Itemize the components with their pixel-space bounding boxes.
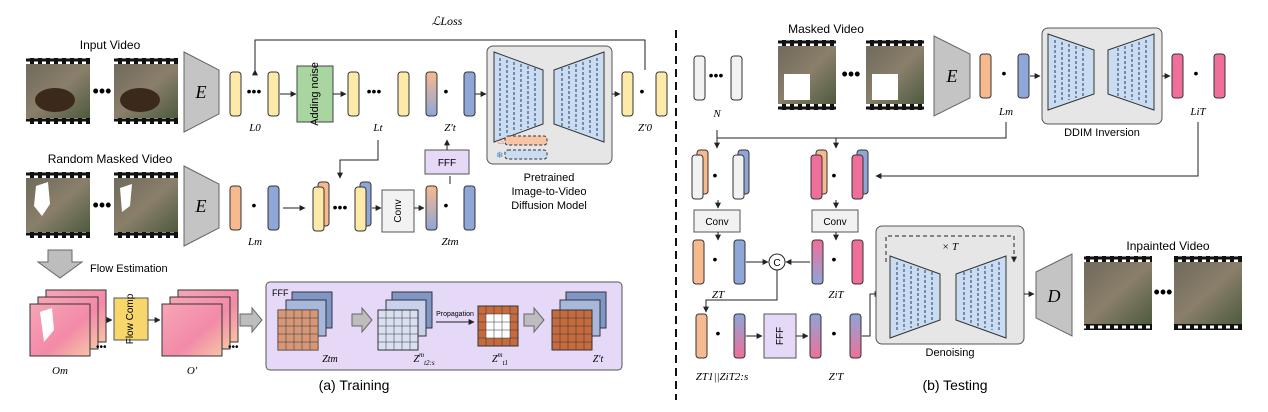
- flow-o-prime: ••• O′: [161, 289, 239, 377]
- svg-text:•••: •••: [1154, 282, 1173, 302]
- svg-text:•••: •••: [333, 199, 348, 215]
- masked-video-label: Masked Video: [788, 22, 864, 36]
- svg-text:•: •: [713, 251, 718, 267]
- adding-noise-label: Adding noise: [309, 62, 321, 126]
- fff-inset: FFF Ztm Zmt2:s Propagation: [265, 281, 623, 371]
- flow-estimation-label: Flow Estimation: [90, 263, 168, 275]
- training-panel: Input Video ••• E ••• L0 Adding noise: [26, 14, 668, 393]
- flow-comp-box: [113, 297, 149, 341]
- N-label: N: [712, 108, 721, 120]
- svg-text:Pretrained: Pretrained: [524, 172, 575, 184]
- svg-text:•: •: [1194, 65, 1199, 81]
- svg-text:•: •: [832, 251, 837, 267]
- test-stack-left: •: [691, 149, 750, 200]
- svg-text:•••: •••: [709, 67, 724, 83]
- encoder-test: E: [933, 35, 971, 117]
- svg-text:•••: •••: [228, 342, 239, 353]
- testing-panel: ••• N Masked Video ••• E • Lm: [691, 22, 1242, 393]
- svg-text:•••: •••: [367, 83, 382, 99]
- svg-text:•••: •••: [93, 195, 112, 215]
- svg-text:•: •: [444, 83, 449, 99]
- svg-text:FFF: FFF: [438, 158, 456, 169]
- concat-latents: •••: [312, 181, 372, 232]
- Lt-label: Lt: [372, 122, 383, 134]
- svg-text:E: E: [195, 82, 207, 102]
- masked-video-filmstrip: •••: [26, 172, 178, 238]
- svg-text:FFF: FFF: [272, 288, 289, 298]
- LiT-label: LiT: [1189, 106, 1206, 118]
- svg-text:•: •: [444, 197, 449, 213]
- encoder-top: E: [183, 51, 220, 133]
- svg-text:× T: × T: [942, 241, 959, 253]
- Lm-test-label: Lm: [998, 106, 1013, 118]
- encoder-bottom: E: [183, 165, 220, 247]
- L0-label: L0: [248, 122, 261, 134]
- adding-noise-box: [296, 65, 334, 123]
- conv-box-test-right: [811, 209, 859, 233]
- training-caption: (a) Training: [319, 377, 390, 393]
- svg-text:Om: Om: [52, 365, 68, 377]
- ZT-prime-label: Z′T: [829, 371, 845, 383]
- ZT-label: ZT: [712, 289, 725, 301]
- svg-text:DDIM Inversion: DDIM Inversion: [1064, 127, 1140, 139]
- svg-text:Image-to-Video: Image-to-Video: [511, 186, 586, 198]
- inpainted-filmstrip: •••: [1084, 256, 1242, 330]
- svg-text:D: D: [1047, 286, 1061, 306]
- fff-box-test: [763, 313, 797, 359]
- svg-text:Z′t: Z′t: [593, 354, 604, 365]
- svg-text:Conv: Conv: [823, 217, 846, 228]
- svg-text:E: E: [946, 66, 958, 86]
- conv-box-training: [381, 189, 415, 233]
- svg-text:♨: ♨: [497, 136, 505, 146]
- loss-label: ℒLoss: [432, 14, 463, 28]
- input-video-label: Input Video: [80, 38, 141, 52]
- svg-text:•••: •••: [842, 64, 861, 84]
- flow-estimation-arrow: [36, 249, 84, 279]
- svg-text:Diffusion Model: Diffusion Model: [511, 200, 587, 212]
- svg-text:Flow Comp: Flow Comp: [125, 293, 136, 344]
- pretrained-model: ♨ ❄ Pretrained Image-to-Video Diffusion …: [475, 45, 621, 212]
- svg-text:Conv: Conv: [705, 217, 728, 228]
- inpainted-label: Inpainted Video: [1126, 239, 1210, 253]
- svg-text:•: •: [832, 167, 837, 183]
- svg-text:•: •: [252, 197, 257, 213]
- masked-video-test: •••: [778, 40, 924, 110]
- svg-text:Denoising: Denoising: [926, 347, 975, 359]
- decoder: D: [1035, 253, 1073, 337]
- conv-box-test-left: [693, 209, 741, 233]
- input-video-filmstrip: •••: [26, 58, 178, 124]
- svg-text:•: •: [713, 167, 718, 183]
- ZT1-label: ZT1||ZiT2:s: [696, 371, 749, 383]
- Z0-prime-label: Z′0: [638, 122, 653, 134]
- testing-caption: (b) Testing: [922, 377, 987, 393]
- ddim-inversion: DDIM Inversion: [1041, 27, 1163, 139]
- test-stack-right: •: [810, 149, 869, 200]
- svg-text:E: E: [195, 196, 207, 216]
- svg-text:•••: •••: [96, 342, 107, 353]
- svg-text:FFF: FFF: [775, 327, 786, 345]
- Zt-prime-label: Z′t: [444, 122, 457, 134]
- denoising: × T Denoising: [875, 225, 1025, 359]
- svg-text:•: •: [716, 325, 721, 341]
- svg-text:•••: •••: [93, 81, 112, 101]
- Ztm-label: Ztm: [441, 236, 458, 248]
- svg-text:❄: ❄: [496, 150, 504, 160]
- svg-text:•••: •••: [247, 83, 262, 99]
- random-masked-label: Random Masked Video: [48, 152, 173, 166]
- flow-om: ••• Om: [29, 289, 107, 377]
- svg-text:•: •: [832, 325, 837, 341]
- propagation-label: Propagation: [436, 311, 474, 318]
- svg-text:C: C: [773, 258, 780, 269]
- svg-text:Ztm: Ztm: [322, 354, 338, 365]
- svg-text:•: •: [1002, 65, 1007, 81]
- Lm-label: Lm: [247, 236, 262, 248]
- svg-text:Conv: Conv: [393, 199, 404, 222]
- svg-text:•: •: [640, 83, 645, 99]
- ZiT-label: ZiT: [828, 289, 844, 301]
- svg-text:O′: O′: [187, 365, 198, 377]
